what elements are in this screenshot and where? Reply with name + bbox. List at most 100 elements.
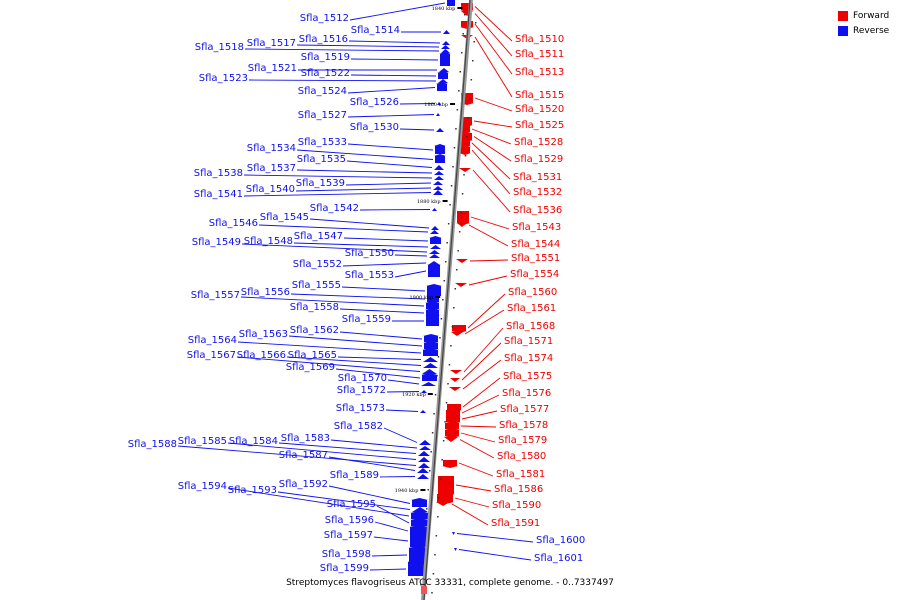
gene-label-sfla-1581[interactable]: Sfla_1581	[496, 469, 545, 480]
gene-label-sfla-1579[interactable]: Sfla_1579	[498, 435, 547, 446]
gene-label-sfla-1538[interactable]: Sfla_1538	[194, 168, 243, 179]
gene-label-sfla-1526[interactable]: Sfla_1526	[350, 97, 399, 108]
gene-label-sfla-1601[interactable]: Sfla_1601	[534, 553, 583, 564]
gene-feature-sfla-1581	[442, 460, 458, 468]
gene-label-sfla-1540[interactable]: Sfla_1540	[246, 184, 295, 195]
gene-label-sfla-1511[interactable]: Sfla_1511	[515, 49, 564, 60]
gene-connector	[227, 487, 410, 517]
gene-label-sfla-1600[interactable]: Sfla_1600	[536, 535, 585, 546]
gene-label-sfla-1552[interactable]: Sfla_1552	[293, 259, 342, 270]
gene-label-sfla-1550[interactable]: Sfla_1550	[345, 248, 394, 259]
gene-label-sfla-1553[interactable]: Sfla_1553	[345, 270, 394, 281]
gene-label-sfla-1563[interactable]: Sfla_1563	[239, 329, 288, 340]
gene-label-sfla-1584[interactable]: Sfla_1584	[229, 436, 278, 447]
gene-label-sfla-1545[interactable]: Sfla_1545	[260, 212, 309, 223]
gene-label-sfla-1514[interactable]: Sfla_1514	[351, 25, 400, 36]
gene-label-sfla-1599[interactable]: Sfla_1599	[320, 563, 369, 574]
gene-label-sfla-1521[interactable]: Sfla_1521	[248, 63, 297, 74]
gene-label-sfla-1533[interactable]: Sfla_1533	[298, 137, 347, 148]
gene-label-sfla-1554[interactable]: Sfla_1554	[510, 269, 559, 280]
axis-tick-mark	[442, 200, 448, 202]
gene-label-sfla-1573[interactable]: Sfla_1573	[336, 403, 385, 414]
gene-label-sfla-1551[interactable]: Sfla_1551	[511, 253, 560, 264]
gene-label-sfla-1596[interactable]: Sfla_1596	[325, 515, 374, 526]
gene-label-sfla-1567[interactable]: Sfla_1567	[187, 350, 236, 361]
axis-dot	[440, 318, 443, 320]
gene-label-sfla-1590[interactable]: Sfla_1590	[492, 500, 541, 511]
gene-label-sfla-1569[interactable]: Sfla_1569	[286, 362, 335, 373]
gene-label-sfla-1559[interactable]: Sfla_1559	[342, 314, 391, 325]
gene-label-sfla-1574[interactable]: Sfla_1574	[504, 353, 553, 364]
gene-label-sfla-1542[interactable]: Sfla_1542	[310, 203, 359, 214]
gene-label-sfla-1524[interactable]: Sfla_1524	[298, 86, 347, 97]
gene-label-sfla-1572[interactable]: Sfla_1572	[337, 385, 386, 396]
gene-label-sfla-1537[interactable]: Sfla_1537	[247, 163, 296, 174]
gene-label-sfla-1577[interactable]: Sfla_1577	[500, 404, 549, 415]
gene-label-sfla-1527[interactable]: Sfla_1527	[298, 110, 347, 121]
gene-label-sfla-1512[interactable]: Sfla_1512	[300, 13, 349, 24]
gene-label-sfla-1595[interactable]: Sfla_1595	[327, 499, 376, 510]
gene-label-sfla-1580[interactable]: Sfla_1580	[497, 451, 546, 462]
gene-label-sfla-1519[interactable]: Sfla_1519	[301, 52, 350, 63]
axis-dot	[430, 451, 432, 453]
gene-label-sfla-1513[interactable]: Sfla_1513	[515, 67, 564, 78]
gene-label-sfla-1548[interactable]: Sfla_1548	[244, 236, 293, 247]
gene-label-sfla-1593[interactable]: Sfla_1593	[228, 485, 277, 496]
gene-label-sfla-1532[interactable]: Sfla_1532	[513, 187, 562, 198]
gene-label-sfla-1578[interactable]: Sfla_1578	[499, 420, 548, 431]
gene-label-sfla-1592[interactable]: Sfla_1592	[279, 479, 328, 490]
gene-connector	[458, 549, 532, 561]
gene-label-sfla-1520[interactable]: Sfla_1520	[515, 104, 564, 115]
gene-label-sfla-1531[interactable]: Sfla_1531	[513, 172, 562, 183]
gene-label-sfla-1543[interactable]: Sfla_1543	[512, 222, 561, 233]
gene-label-sfla-1565[interactable]: Sfla_1565	[288, 350, 337, 361]
gene-label-sfla-1523[interactable]: Sfla_1523	[199, 73, 248, 84]
gene-label-sfla-1544[interactable]: Sfla_1544	[511, 239, 560, 250]
gene-label-sfla-1597[interactable]: Sfla_1597	[324, 530, 373, 541]
gene-label-sfla-1535[interactable]: Sfla_1535	[297, 154, 346, 165]
gene-label-sfla-1587[interactable]: Sfla_1587	[279, 450, 328, 461]
gene-label-sfla-1557[interactable]: Sfla_1557	[191, 290, 240, 301]
gene-label-sfla-1568[interactable]: Sfla_1568	[506, 321, 555, 332]
gene-label-sfla-1586[interactable]: Sfla_1586	[494, 484, 543, 495]
gene-label-sfla-1536[interactable]: Sfla_1536	[513, 205, 562, 216]
gene-label-sfla-1529[interactable]: Sfla_1529	[514, 154, 563, 165]
gene-label-sfla-1585[interactable]: Sfla_1585	[178, 436, 227, 447]
gene-label-sfla-1561[interactable]: Sfla_1561	[507, 303, 556, 314]
gene-label-sfla-1539[interactable]: Sfla_1539	[296, 178, 345, 189]
gene-feature-sfla-1601	[454, 548, 457, 551]
gene-feature-sfla-1547	[429, 236, 442, 244]
gene-label-sfla-1558[interactable]: Sfla_1558	[290, 302, 339, 313]
gene-label-sfla-1560[interactable]: Sfla_1560	[508, 287, 557, 298]
gene-label-sfla-1528[interactable]: Sfla_1528	[514, 137, 563, 148]
gene-label-sfla-1556[interactable]: Sfla_1556	[241, 287, 290, 298]
gene-label-sfla-1541[interactable]: Sfla_1541	[194, 189, 243, 200]
gene-label-sfla-1516[interactable]: Sfla_1516	[299, 34, 348, 45]
gene-label-sfla-1564[interactable]: Sfla_1564	[188, 335, 237, 346]
gene-label-sfla-1570[interactable]: Sfla_1570	[338, 373, 387, 384]
gene-label-sfla-1576[interactable]: Sfla_1576	[502, 388, 551, 399]
gene-label-sfla-1530[interactable]: Sfla_1530	[350, 122, 399, 133]
gene-label-sfla-1588[interactable]: Sfla_1588	[128, 439, 177, 450]
gene-label-sfla-1562[interactable]: Sfla_1562	[290, 325, 339, 336]
gene-label-sfla-1534[interactable]: Sfla_1534	[247, 143, 296, 154]
gene-label-sfla-1566[interactable]: Sfla_1566	[237, 350, 286, 361]
gene-label-sfla-1591[interactable]: Sfla_1591	[491, 518, 540, 529]
gene-label-sfla-1510[interactable]: Sfla_1510	[515, 34, 564, 45]
gene-label-sfla-1549[interactable]: Sfla_1549	[192, 237, 241, 248]
gene-label-sfla-1518[interactable]: Sfla_1518	[195, 42, 244, 53]
gene-label-sfla-1589[interactable]: Sfla_1589	[330, 470, 379, 481]
gene-label-sfla-1575[interactable]: Sfla_1575	[503, 371, 552, 382]
gene-label-sfla-1598[interactable]: Sfla_1598	[322, 549, 371, 560]
gene-label-sfla-1515[interactable]: Sfla_1515	[515, 90, 564, 101]
gene-label-sfla-1517[interactable]: Sfla_1517	[247, 38, 296, 49]
gene-label-sfla-1555[interactable]: Sfla_1555	[292, 280, 341, 291]
gene-label-sfla-1547[interactable]: Sfla_1547	[294, 231, 343, 242]
gene-label-sfla-1582[interactable]: Sfla_1582	[334, 421, 383, 432]
gene-label-sfla-1571[interactable]: Sfla_1571	[504, 336, 553, 347]
gene-label-sfla-1546[interactable]: Sfla_1546	[209, 218, 258, 229]
gene-label-sfla-1525[interactable]: Sfla_1525	[515, 120, 564, 131]
gene-label-sfla-1583[interactable]: Sfla_1583	[281, 433, 330, 444]
gene-label-sfla-1594[interactable]: Sfla_1594	[178, 481, 227, 492]
gene-label-sfla-1522[interactable]: Sfla_1522	[301, 68, 350, 79]
